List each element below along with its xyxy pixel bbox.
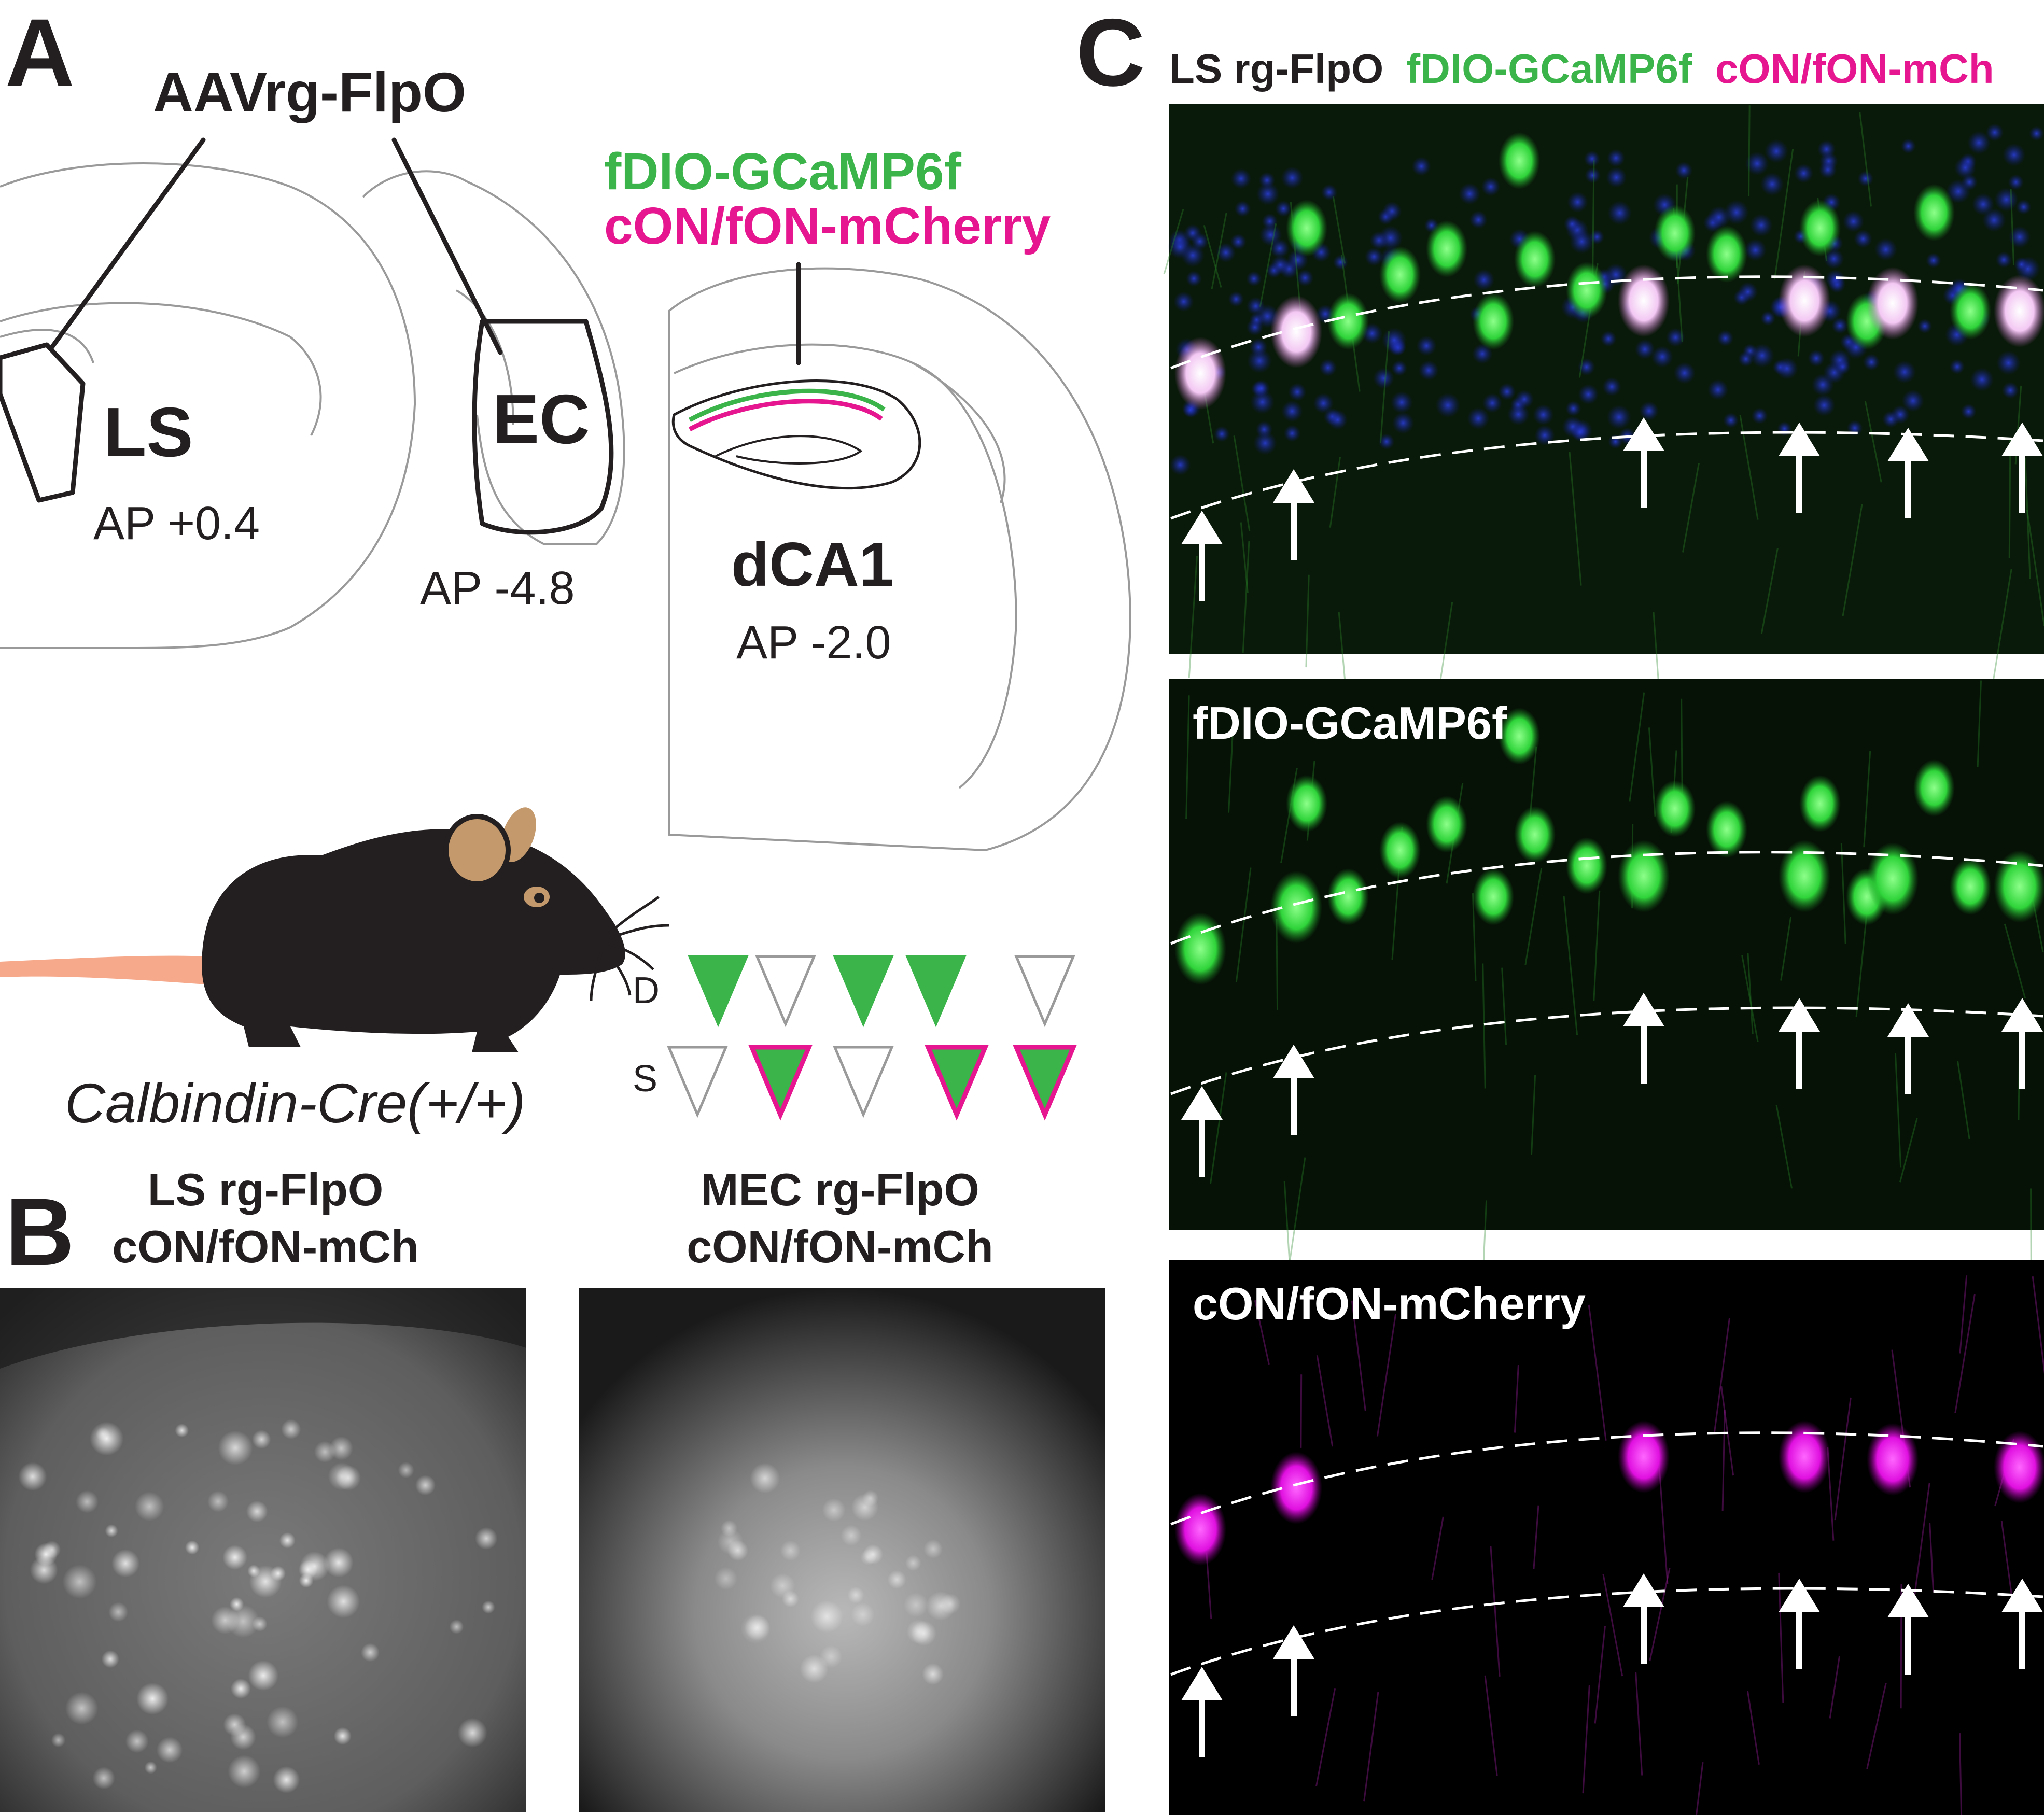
ec-region-label: EC <box>493 380 590 458</box>
mouse-body <box>202 829 625 1052</box>
panel-c-letter: C <box>1076 0 1145 106</box>
panel-b-image2-line2: cON/fON-mCh <box>687 1221 993 1272</box>
dca1-ap-label: AP -2.0 <box>736 617 891 669</box>
mcherry-confocal-image: cON/fON-mCherry <box>1169 1260 2044 1815</box>
ec-ap-label: AP -4.8 <box>420 562 575 614</box>
gcamp-image-label: fDIO-GCaMP6f <box>1193 697 1507 749</box>
ls-region-label: LS <box>104 393 193 471</box>
panel-c-header-part1: LS rg-FlpO <box>1169 46 1383 92</box>
viral-label-magenta: cON/fON-mCherry <box>604 197 1051 255</box>
layer-d-label: D <box>633 970 660 1011</box>
ec-injection-needle <box>391 137 503 355</box>
ls-brain-section: LS AP +0.4 <box>0 137 416 649</box>
mec-widefield-image <box>579 1288 1105 1812</box>
mouse-genotype-label: Calbindin-Cre(+/+) <box>65 1072 525 1134</box>
panel-b-image2-line1: MEC rg-FlpO <box>701 1164 979 1215</box>
dca1-region-label: dCA1 <box>731 530 893 599</box>
dca1-brain-section: fDIO-GCaMP6f cON/fON-mCherry dCA1 AP -2.… <box>604 143 1132 852</box>
ec-region-outline <box>472 319 614 535</box>
ls-injection-needle <box>49 137 206 350</box>
layer-schematic: D S <box>633 955 1077 1121</box>
ls-ap-label: AP +0.4 <box>93 498 260 550</box>
injection-label: AAVrg-FlpO <box>153 61 466 123</box>
merged-confocal-image <box>1163 104 2044 750</box>
panel-b-image1-line2: cON/fON-mCh <box>112 1221 419 1272</box>
panel-a-letter: A <box>5 0 75 106</box>
gcamp-confocal-image: fDIO-GCaMP6f <box>1169 679 2044 1320</box>
ls-widefield-image <box>0 1288 526 1812</box>
panel-b-image1-line1: LS rg-FlpO <box>148 1164 384 1215</box>
viral-label-green: fDIO-GCaMP6f <box>604 143 962 201</box>
panel-b-letter: B <box>5 1179 75 1286</box>
panel-c-header-part2: fDIO-GCaMP6f <box>1407 46 1692 92</box>
mouse-ear <box>443 814 511 887</box>
ec-brain-section: EC AP -4.8 <box>362 137 625 614</box>
panel-c-header: LS rg-FlpO fDIO-GCaMP6f cON/fON-mCh <box>1169 46 1994 92</box>
mouse-tail <box>0 955 213 985</box>
panel-c-header-part3: cON/fON-mCh <box>1715 46 1994 92</box>
mcherry-image-label: cON/fON-mCherry <box>1193 1278 1586 1329</box>
ls-region-outline <box>0 342 86 503</box>
layer-s-label: S <box>633 1058 657 1100</box>
mouse-illustration: Calbindin-Cre(+/+) <box>0 807 669 1134</box>
